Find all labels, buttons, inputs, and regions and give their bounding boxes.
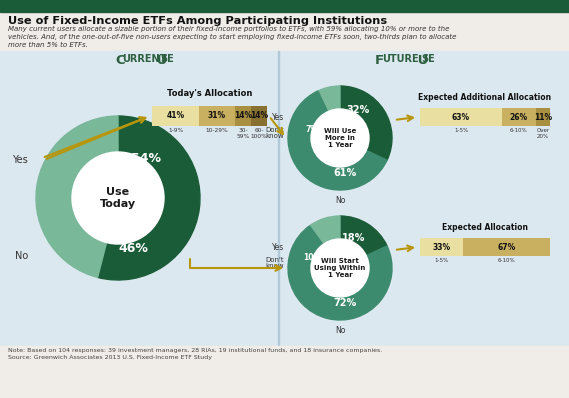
Circle shape	[311, 109, 369, 167]
Text: 41%: 41%	[167, 111, 184, 121]
Wedge shape	[340, 216, 387, 256]
Wedge shape	[288, 226, 392, 320]
Text: 18%: 18%	[343, 233, 366, 243]
Bar	[0, 0, 569, 12]
Text: C: C	[115, 54, 125, 67]
Text: No: No	[335, 196, 345, 205]
Text: 46%: 46%	[118, 242, 148, 254]
Text: Will Use
More in
1 Year: Will Use More in 1 Year	[324, 128, 356, 148]
Bar	[235, 106, 251, 126]
Text: 67%: 67%	[497, 242, 516, 252]
Bar	[152, 106, 199, 126]
Text: 30-
59%: 30- 59%	[236, 128, 249, 139]
Bar	[502, 108, 535, 126]
Wedge shape	[318, 86, 340, 112]
Text: 11%: 11%	[534, 113, 552, 121]
Text: Don't
know: Don't know	[265, 127, 284, 140]
Text: U: U	[152, 54, 167, 67]
Bar	[278, 51, 279, 346]
Wedge shape	[340, 86, 392, 160]
Text: 10%: 10%	[303, 254, 321, 263]
Text: Use of Fixed-Income ETFs Among Participating Institutions: Use of Fixed-Income ETFs Among Participa…	[8, 16, 387, 26]
Text: 1-5%: 1-5%	[434, 258, 448, 263]
Text: U: U	[413, 54, 428, 67]
Circle shape	[311, 239, 369, 297]
Text: 31%: 31%	[208, 111, 226, 121]
Bar	[0, 51, 569, 346]
Wedge shape	[288, 91, 387, 190]
Text: Expected Allocation: Expected Allocation	[442, 223, 528, 232]
Bar	[463, 238, 550, 256]
Text: 14%: 14%	[250, 111, 268, 121]
Bar	[251, 106, 267, 126]
Text: 60-
100%: 60- 100%	[250, 128, 267, 139]
Text: Today's Allocation: Today's Allocation	[167, 89, 252, 98]
Text: Over
20%: Over 20%	[537, 128, 550, 139]
Text: 14%: 14%	[234, 111, 252, 121]
Text: 6-10%: 6-10%	[510, 128, 527, 133]
Text: 72%: 72%	[333, 298, 357, 308]
Bar	[420, 108, 502, 126]
Text: UTURE: UTURE	[382, 54, 419, 64]
Text: No: No	[15, 251, 28, 261]
Text: Yes: Yes	[272, 244, 284, 252]
Text: 63%: 63%	[452, 113, 470, 121]
Bar	[0, 346, 569, 398]
Text: 6-10%: 6-10%	[498, 258, 516, 263]
Text: 26%: 26%	[510, 113, 528, 121]
Text: 1-5%: 1-5%	[454, 128, 468, 133]
Text: Yes: Yes	[13, 155, 28, 165]
Text: 32%: 32%	[347, 105, 370, 115]
Wedge shape	[310, 216, 340, 244]
Text: 10-29%: 10-29%	[205, 128, 228, 133]
Wedge shape	[98, 116, 200, 280]
Text: F: F	[375, 54, 384, 67]
Text: URRENT: URRENT	[122, 54, 166, 64]
Wedge shape	[36, 116, 118, 277]
Circle shape	[72, 152, 164, 244]
Bar	[535, 108, 550, 126]
Text: Don't
know: Don't know	[265, 256, 284, 269]
Text: Many current users allocate a sizable portion of their fixed-income portfolios t: Many current users allocate a sizable po…	[8, 26, 456, 48]
Bar	[199, 106, 235, 126]
Text: No: No	[335, 326, 345, 335]
Text: Will Start
Using Within
1 Year: Will Start Using Within 1 Year	[315, 258, 366, 278]
Text: SE: SE	[421, 54, 435, 64]
Text: Yes: Yes	[272, 113, 284, 123]
Bar	[420, 238, 463, 256]
Text: Use
Today: Use Today	[100, 187, 136, 209]
Text: 7%: 7%	[306, 125, 319, 135]
Text: Note: Based on 104 responses: 39 investment managers, 28 RIAs, 19 institutional : Note: Based on 104 responses: 39 investm…	[8, 348, 382, 360]
Text: 54%: 54%	[131, 152, 161, 164]
Text: Expected Additional Allocation: Expected Additional Allocation	[418, 93, 551, 102]
Text: 33%: 33%	[432, 242, 451, 252]
Text: SE: SE	[160, 54, 174, 64]
Text: 1-9%: 1-9%	[168, 128, 183, 133]
Text: 61%: 61%	[333, 168, 357, 178]
